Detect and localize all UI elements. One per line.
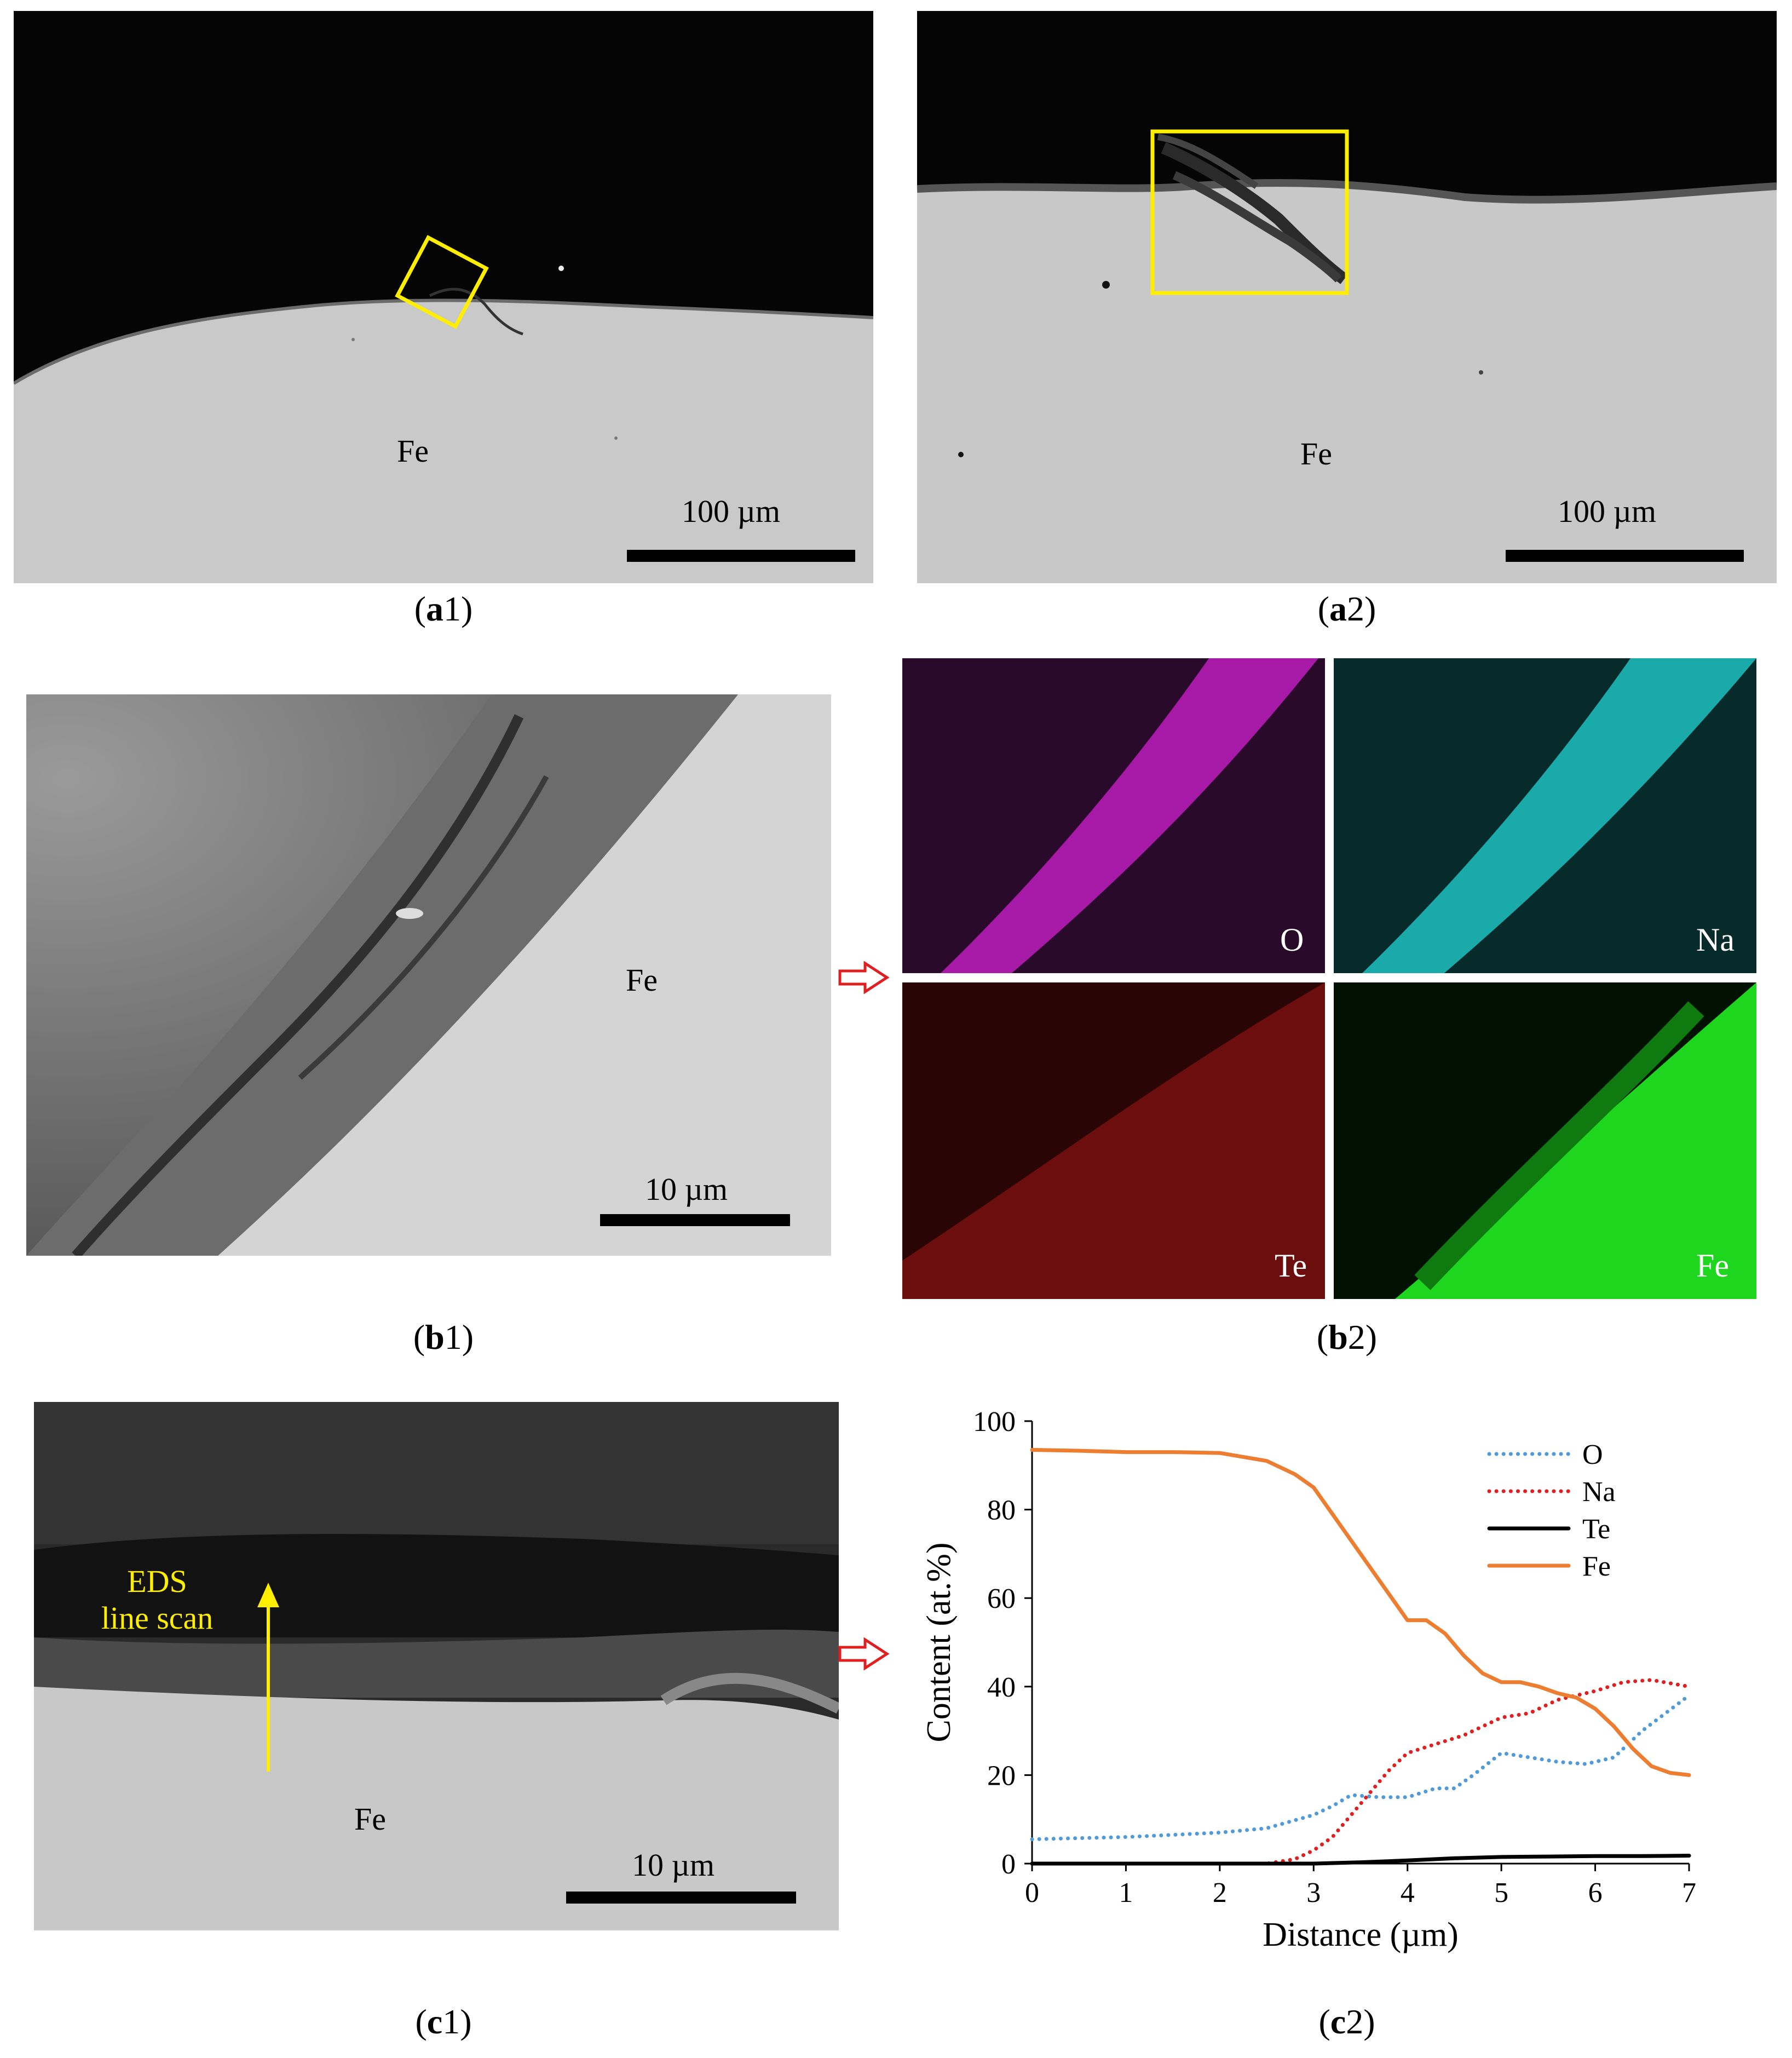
series-line-fe: [1030, 1448, 1691, 1777]
y-tick-label: 80: [987, 1495, 1016, 1526]
arrow-icon: [838, 1637, 890, 1670]
caption-a2: (a2): [1317, 589, 1376, 628]
y-tick-label: 0: [1001, 1849, 1016, 1880]
material-label: Fe: [626, 962, 658, 998]
legend-label-fe: Fe: [1582, 1551, 1611, 1582]
eds-map-label-fe: Fe: [1696, 1248, 1729, 1284]
caption-b1: (b1): [413, 1318, 474, 1356]
caption-c1: (c1): [415, 2002, 472, 2041]
x-tick-label: 2: [1213, 1877, 1227, 1908]
series-line-o: [1030, 1693, 1691, 1842]
scale-bar-label: 10 µm: [645, 1171, 728, 1207]
x-tick-label: 7: [1682, 1877, 1696, 1908]
sem-image-b1: Fe 10 µm: [26, 694, 831, 1256]
x-tick-label: 5: [1494, 1877, 1508, 1908]
x-axis-title: Distance (µm): [1263, 1916, 1459, 1953]
y-tick-label: 60: [987, 1583, 1016, 1614]
y-axis-title: Content (at.%): [920, 1542, 958, 1742]
y-tick-label: 40: [987, 1672, 1016, 1703]
arrow-icon: [838, 961, 890, 994]
eds-map-label-te: Te: [1275, 1248, 1307, 1284]
scale-bar-label: 10 µm: [632, 1847, 715, 1883]
line-chart-c2: 0 20 40 60 80 100 0 1 2 3 4 5 6 7 Distance (µm) Content…: [920, 1406, 1696, 1953]
sem-image-a1: Fe 100 µm: [14, 11, 873, 583]
x-tick-label: 6: [1588, 1877, 1603, 1908]
material-label: Fe: [1300, 436, 1332, 472]
legend-label-te: Te: [1582, 1514, 1610, 1545]
x-tick-label: 4: [1401, 1877, 1415, 1908]
caption-b2: (b2): [1316, 1318, 1378, 1356]
scale-bar-label: 100 µm: [682, 493, 781, 529]
material-label: Fe: [354, 1801, 386, 1837]
caption-c2: (c2): [1318, 2002, 1375, 2041]
x-tick-label: 1: [1119, 1877, 1133, 1908]
eds-line-scan-label: EDS line scan: [86, 1563, 228, 1636]
sem-image-c1: EDS line scan Fe 10 µm: [34, 1402, 839, 1930]
legend-label-o: O: [1582, 1439, 1603, 1470]
eds-map-label-o: O: [1280, 922, 1304, 958]
eds-map-grid-b2: O Na Te Fe: [902, 658, 1756, 1299]
caption-a1: (a1): [414, 589, 473, 628]
x-tick-label: 3: [1306, 1877, 1321, 1908]
y-tick-label: 20: [987, 1760, 1016, 1791]
highlight-box-a1: [395, 235, 489, 329]
material-label: Fe: [397, 433, 429, 469]
eds-label-line1: EDS: [127, 1563, 187, 1599]
sem-image-a2: Fe 100 µm: [917, 11, 1777, 583]
scale-bar-label: 100 µm: [1558, 493, 1657, 529]
series-line-te: [1030, 1854, 1691, 1866]
legend-label-na: Na: [1582, 1476, 1616, 1508]
eds-map-label-na: Na: [1696, 922, 1735, 958]
highlight-box-a2: [1150, 129, 1349, 295]
y-tick-label: 100: [973, 1406, 1016, 1438]
x-tick-label: 0: [1025, 1877, 1039, 1908]
eds-label-line2: line scan: [101, 1600, 214, 1636]
